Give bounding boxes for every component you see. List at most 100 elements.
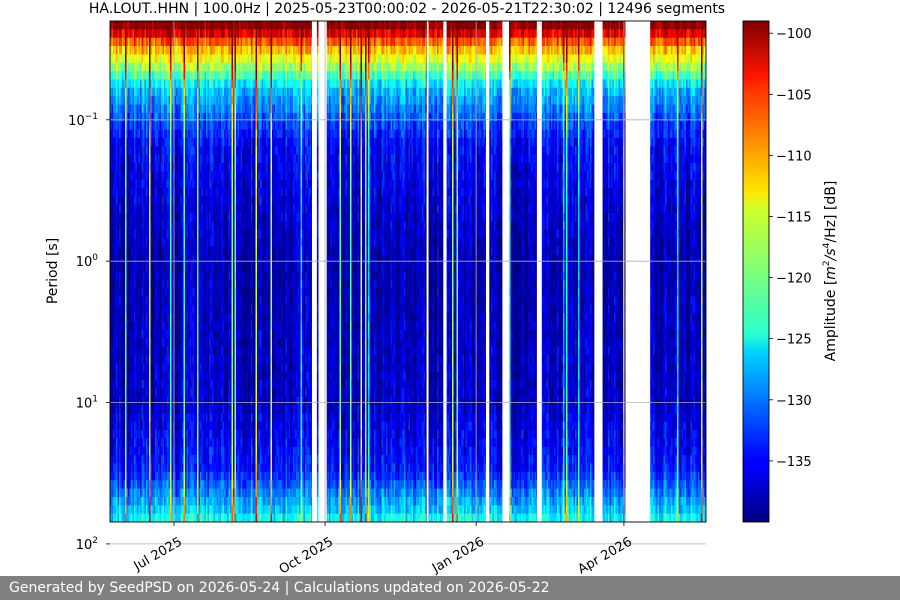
spectrogram-cell <box>217 413 219 422</box>
spectrogram-cell <box>161 347 163 356</box>
spectrogram-cell <box>182 196 184 205</box>
spectrogram-cell <box>206 330 208 339</box>
spectrogram-cell <box>119 472 121 481</box>
spectrogram-cell <box>121 121 123 130</box>
spectrogram-cell <box>229 397 231 406</box>
spectrogram-cell <box>140 238 142 247</box>
spectrogram-cell <box>124 29 126 38</box>
spectrogram-cell <box>143 280 145 289</box>
spectrogram-cell <box>182 430 184 439</box>
spectrogram-cell <box>185 489 187 498</box>
spectrogram-cell <box>134 96 136 105</box>
spectrogram-cell <box>130 297 132 306</box>
spectrogram-cell <box>140 497 142 506</box>
spectrogram-cell <box>179 38 181 47</box>
spectrogram-cell <box>187 255 189 264</box>
spectrogram-cell <box>188 514 190 523</box>
spectrogram-cell <box>160 163 162 172</box>
spectrogram-cell <box>199 221 201 230</box>
spectrogram-cell <box>139 130 141 139</box>
spectrogram-cell <box>185 196 187 205</box>
spectrogram-cell <box>143 322 145 331</box>
spectrogram-cell <box>220 288 222 297</box>
spectrogram-cell <box>134 480 136 489</box>
spectrogram-cell <box>143 505 145 514</box>
spectrogram-cell <box>214 29 216 38</box>
spectrogram-cell <box>196 54 198 63</box>
spectrogram-cell <box>167 430 169 439</box>
spectrogram-cell <box>140 455 142 464</box>
spectrogram-cell <box>187 472 189 481</box>
spectrogram-cell <box>214 497 216 506</box>
spectrogram-cell <box>194 455 196 464</box>
spectrogram-cell <box>212 71 214 80</box>
spectrogram-cell <box>161 171 163 180</box>
spectrogram-cell <box>119 29 121 38</box>
spectrogram-cell <box>184 388 186 397</box>
spectrogram-cell <box>146 96 148 105</box>
spectrogram-cell <box>155 464 157 473</box>
spectrogram-cell <box>136 96 138 105</box>
spectrogram-cell <box>145 305 147 314</box>
spectrogram-cell <box>163 363 165 372</box>
spectrogram-cell <box>160 155 162 164</box>
spectrogram-cell <box>214 455 216 464</box>
spectrogram-cell <box>197 514 199 523</box>
spectrogram-cell <box>191 196 193 205</box>
spectrogram-cell <box>190 130 192 139</box>
spectrogram-cell <box>212 347 214 356</box>
spectrogram-cell <box>199 163 201 172</box>
spectrogram-cell <box>161 238 163 247</box>
spectrogram-cell <box>128 372 130 381</box>
spectrogram-cell <box>182 363 184 372</box>
spectrogram-cell <box>209 171 211 180</box>
spectrogram-cell <box>149 71 151 80</box>
spectrogram-cell <box>202 397 204 406</box>
spectrogram-cell <box>208 29 210 38</box>
spectrogram-cell <box>119 363 121 372</box>
spectrogram-cell <box>190 347 192 356</box>
spectrogram-cell <box>149 313 151 322</box>
spectrogram-cell <box>230 155 232 164</box>
spectrogram-column <box>223 21 225 522</box>
spectrogram-cell <box>230 305 232 314</box>
spectrogram-cell <box>122 88 124 97</box>
spectrogram-cell <box>229 347 231 356</box>
spectrogram-cell <box>151 263 153 272</box>
spectrogram-cell <box>205 130 207 139</box>
spectrogram-cell <box>176 272 178 281</box>
spectrogram-cell <box>170 355 172 364</box>
spectrogram-cell <box>116 180 118 189</box>
spectrogram-cell <box>170 155 172 164</box>
spectrogram-cell <box>127 338 129 347</box>
spectrogram-cell <box>143 46 145 55</box>
spectrogram-cell <box>160 305 162 314</box>
spectrogram-cell <box>199 338 201 347</box>
spectrogram-cell <box>200 155 202 164</box>
spectrogram-cell <box>232 455 234 464</box>
spectrogram-cell <box>214 330 216 339</box>
spectrogram-cell <box>187 439 189 448</box>
spectrogram-cell <box>218 196 220 205</box>
spectrogram-cell <box>157 388 159 397</box>
spectrogram-cell <box>190 263 192 272</box>
spectrogram-cell <box>194 130 196 139</box>
spectrogram-cell <box>176 146 178 155</box>
spectrogram-cell <box>212 196 214 205</box>
spectrogram-cell <box>196 105 198 114</box>
spectrogram-cell <box>146 155 148 164</box>
spectrogram-cell <box>152 230 154 239</box>
spectrogram-cell <box>200 180 202 189</box>
spectrogram-cell <box>214 413 216 422</box>
spectrogram-cell <box>134 305 136 314</box>
spectrogram-cell <box>205 29 207 38</box>
spectrogram-cell <box>227 363 229 372</box>
spectrogram-cell <box>187 163 189 172</box>
spectrogram-cell <box>124 221 126 230</box>
spectrogram-cell <box>149 413 151 422</box>
spectrogram-cell <box>158 439 160 448</box>
spectrogram-cell <box>211 138 213 147</box>
spectrogram-cell <box>200 322 202 331</box>
spectrogram-cell <box>161 313 163 322</box>
spectrogram-cell <box>118 280 120 289</box>
